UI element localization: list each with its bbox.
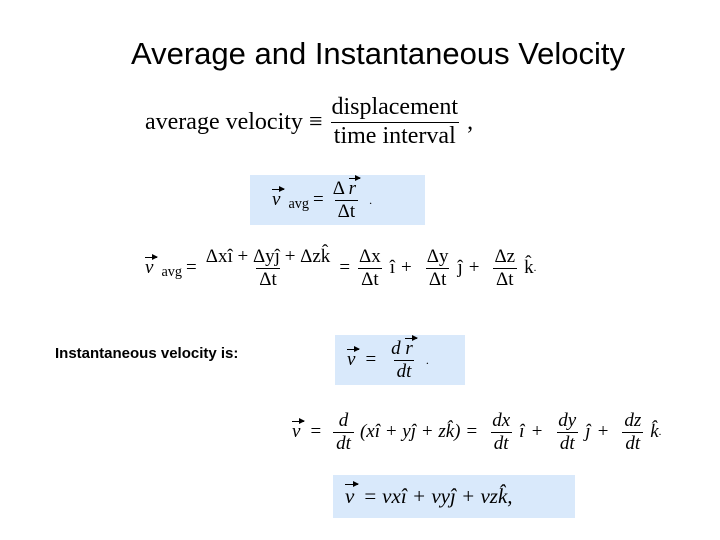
equals: =	[365, 349, 377, 370]
punctuation: .	[425, 352, 429, 367]
fraction: dz dt	[621, 410, 644, 455]
equals: =	[313, 189, 324, 210]
plus: +	[468, 257, 480, 279]
denominator: Δt	[334, 199, 359, 223]
numerator: Δz	[494, 246, 516, 267]
equation-instantaneous: v = d r dt .	[335, 334, 465, 385]
subscript: avg	[288, 195, 310, 212]
punctuation: .	[369, 192, 373, 207]
subscript: avg	[161, 263, 183, 280]
operator: d dt	[333, 410, 354, 455]
punctuation: .	[658, 426, 662, 439]
denominator: Δt	[358, 267, 382, 291]
vector-v: v	[145, 254, 159, 279]
equals: =	[310, 421, 322, 443]
d: d	[391, 337, 401, 359]
numerator: Δx	[359, 246, 381, 267]
fraction: Δz Δt	[491, 246, 518, 291]
unit-vector: k̂	[524, 257, 534, 279]
equation-avg-vector: v avg = Δ r Δt .	[250, 174, 425, 225]
numerator: d r	[388, 334, 420, 360]
terms: Δx Δt î + Δy Δt ĵ + Δz Δt k̂	[350, 246, 534, 291]
numerator: dx	[492, 410, 511, 431]
equals: =	[364, 484, 377, 508]
denominator: time interval	[330, 121, 459, 151]
unit-vector: î	[519, 421, 525, 443]
vector-v: v	[345, 481, 360, 509]
unit-vector: ĵ	[457, 257, 463, 279]
denominator: Δt	[256, 267, 280, 291]
denominator: dt	[333, 431, 354, 455]
plus: +	[530, 421, 544, 443]
punctuation: .	[533, 262, 537, 275]
numerator: Δxî + Δyĵ + Δzk̂	[205, 246, 331, 267]
vector-v: v	[347, 346, 361, 371]
vector-v: v	[292, 418, 306, 443]
equals: =	[466, 421, 478, 443]
fraction: Δy Δt	[424, 246, 452, 291]
vector-r: r	[405, 334, 419, 360]
equals: =	[339, 257, 351, 279]
slide-title: Average and Instantaneous Velocity	[130, 36, 626, 71]
label: Instantaneous velocity is:	[55, 345, 239, 362]
numerator: Δy	[426, 246, 449, 267]
denominator: Δt	[493, 267, 517, 291]
fraction: dx dt	[489, 410, 513, 455]
unit-vector: k̂	[650, 421, 659, 443]
fraction: Δxî + Δyĵ + Δzk̂ Δt	[203, 246, 334, 291]
fraction: dy dt	[555, 410, 579, 455]
lhs: average velocity ≡	[145, 108, 323, 135]
numerator: dz	[624, 410, 642, 431]
vector-v: v	[272, 186, 286, 211]
punctuation: ,	[467, 108, 474, 135]
unit-vector: î	[389, 257, 396, 279]
denominator: dt	[556, 431, 578, 455]
delta: Δ	[332, 177, 344, 199]
denominator: Δt	[425, 267, 450, 291]
fraction: Δ r Δt	[330, 174, 363, 223]
equation-components: v = vxî + vyĵ + vzk̂,	[333, 475, 575, 518]
equation-avg-components: v avg = Δxî + Δyĵ + Δzk̂ Δt = Δx Δt î + Δy Δt…	[145, 246, 536, 291]
equation-derivative: v = d dt (xî + yĵ + zk̂) = dx dt î + dy dt ĵ + d…	[292, 410, 661, 455]
numerator: displacement	[331, 94, 459, 120]
denominator: dt	[393, 359, 415, 383]
terms: dx dt î + dy dt ĵ + dz dt k̂	[483, 410, 659, 455]
equals: =	[186, 257, 197, 279]
fraction: d r dt	[388, 334, 420, 383]
unit-vector: ĵ	[585, 421, 591, 443]
rhs: vxî + vyĵ + vzk̂,	[382, 484, 513, 508]
vector-r: r	[348, 174, 362, 200]
fraction: displacement time interval	[328, 94, 461, 150]
denominator: dt	[622, 431, 644, 455]
plus: +	[401, 257, 412, 279]
fraction: Δx Δt	[356, 246, 384, 291]
parenthesis: (xî + yĵ + zk̂)	[359, 421, 461, 443]
plus: +	[596, 421, 610, 443]
equation-average-velocity: average velocity ≡ displacement time int…	[145, 94, 473, 150]
denominator: dt	[490, 431, 512, 455]
numerator: d	[338, 410, 349, 431]
numerator: Δ r	[330, 174, 363, 200]
numerator: dy	[558, 410, 577, 431]
